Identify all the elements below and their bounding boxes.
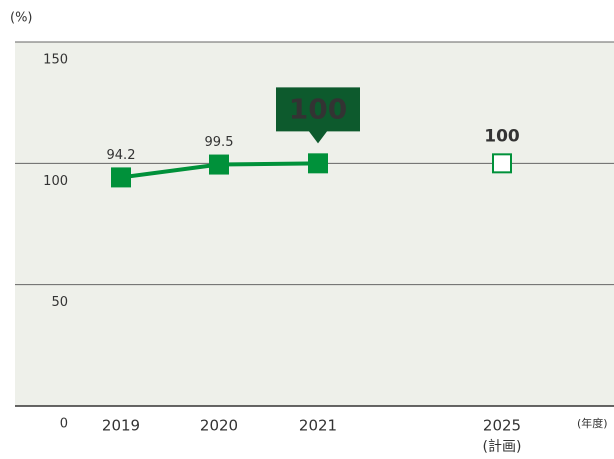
y-tick-label: 50 — [51, 295, 68, 310]
y-tick-label: 150 — [43, 53, 68, 68]
marker — [492, 153, 512, 174]
x-tick-label: 2019 — [102, 417, 140, 435]
x-tick-label: 2025 — [483, 417, 521, 435]
value-label: 94.2 — [107, 148, 136, 163]
x-tick-note: (計画) — [483, 439, 522, 455]
marker — [209, 154, 229, 175]
y-tick-label: 100 — [43, 174, 68, 189]
callout — [276, 87, 360, 144]
value-label: 99.5 — [205, 135, 234, 150]
value-label: 100 — [484, 126, 520, 146]
y-unit: (%) — [10, 11, 33, 26]
marker — [308, 153, 328, 174]
x-unit: (年度) — [577, 416, 608, 430]
marker — [111, 167, 131, 188]
y-tick-label: 0 — [60, 417, 68, 432]
x-tick-label: 2020 — [200, 417, 238, 435]
x-tick-label: 2021 — [299, 417, 337, 435]
value-label: 100 — [289, 92, 347, 125]
